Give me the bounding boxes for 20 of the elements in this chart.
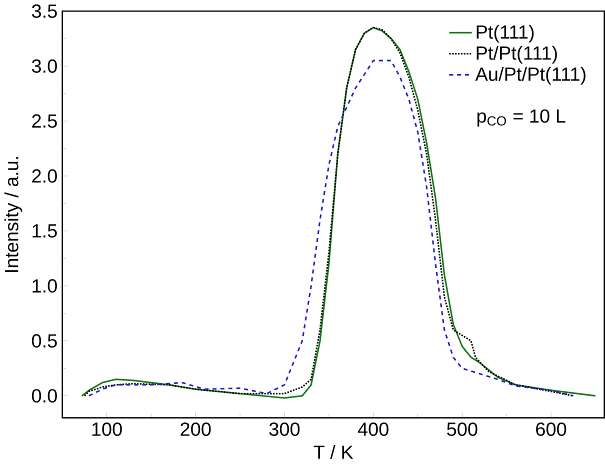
- x-axis-title: T / K: [314, 445, 354, 460]
- y-tick-label: 0.0: [32, 389, 57, 403]
- x-tick-label: 500: [447, 422, 478, 436]
- y-tick-label: 2.5: [32, 114, 57, 128]
- y-tick-label: 3.5: [32, 4, 57, 18]
- y-tick-label: 3.0: [32, 59, 57, 73]
- x-tick-label: 100: [92, 422, 122, 436]
- y-tick-label: 1.0: [32, 279, 57, 293]
- x-tick-label: 600: [536, 422, 566, 436]
- x-tick-label: 300: [269, 422, 300, 436]
- y-tick-label: 2.0: [32, 169, 57, 183]
- y-axis-title: Intensity / a.u.: [4, 157, 22, 272]
- x-tick-label: 200: [180, 422, 211, 436]
- legend-label: Au/Pt/Pt(111): [475, 67, 586, 85]
- annotation: p$_{CO}$ = 10 L: [477, 109, 566, 127]
- legend-label: Pt/Pt(111): [476, 46, 557, 64]
- y-tick-label: 1.5: [32, 224, 57, 238]
- x-tick-label: 400: [358, 422, 388, 436]
- legend-label: Pt(111): [476, 24, 534, 43]
- y-tick-label: 0.5: [32, 334, 57, 348]
